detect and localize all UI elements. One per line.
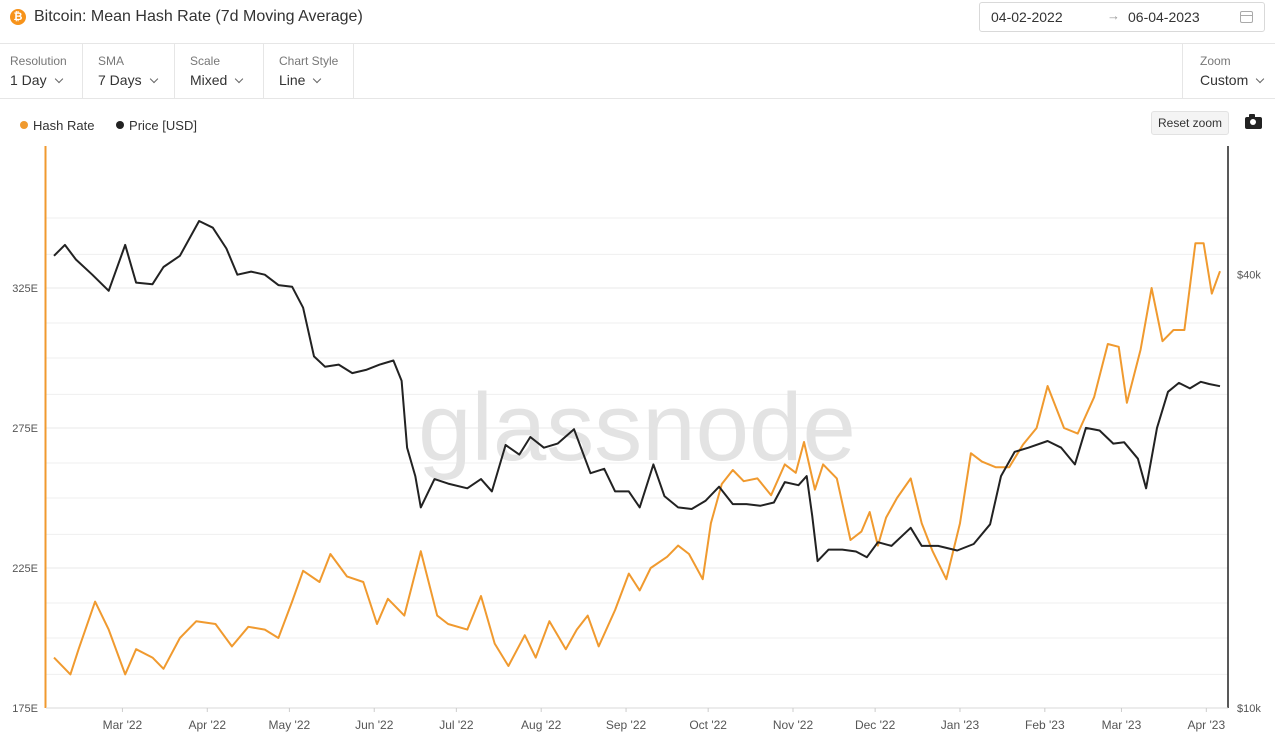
reset-zoom-button[interactable]: Reset zoom	[1151, 111, 1229, 135]
zoom-dropdown[interactable]: Zoom Custom	[1182, 44, 1275, 99]
calendar-icon[interactable]	[1240, 11, 1253, 23]
sma-dropdown[interactable]: SMA 7 Days	[88, 44, 175, 99]
chevron-down-icon	[54, 74, 63, 84]
y-right-tick-label: $10k	[1237, 703, 1261, 715]
sma-label: SMA	[98, 54, 125, 68]
chart-area[interactable]: glassnode 175E 225E 275E 325E $10k $40k Mar '…	[0, 140, 1275, 743]
page-title: Bitcoin: Mean Hash Rate (7d Moving Avera…	[34, 8, 363, 25]
date-start-input[interactable]: 04-02-2022	[991, 9, 1063, 25]
chart-style-dropdown[interactable]: Chart Style Line	[269, 44, 354, 99]
chevron-down-icon	[235, 74, 244, 84]
chevron-down-icon	[1255, 74, 1265, 84]
x-tick-label: Apr '22	[188, 718, 226, 732]
x-tick-label: Jan '23	[941, 718, 980, 732]
scale-dropdown[interactable]: Scale Mixed	[180, 44, 264, 99]
legend-dot-hash-rate	[20, 121, 28, 129]
y-left-tick-label: 325E	[12, 283, 38, 295]
scale-value[interactable]: Mixed	[190, 72, 244, 88]
sma-value[interactable]: 7 Days	[98, 72, 158, 88]
date-range-picker[interactable]: 04-02-2022 → 06-04-2023	[979, 2, 1265, 32]
date-end-input[interactable]: 06-04-2023	[1128, 9, 1200, 25]
series-line-price	[53, 220, 1221, 563]
y-left-tick-label: 225E	[12, 563, 38, 575]
y-left-tick-label: 275E	[12, 423, 38, 435]
arrow-right-icon: →	[1107, 8, 1120, 23]
axes	[44, 146, 1229, 709]
zoom-value[interactable]: Custom	[1200, 72, 1265, 88]
legend-item-price[interactable]: Price [USD]	[116, 118, 197, 133]
x-tick-label: Dec '22	[855, 718, 896, 732]
x-tick-labels: Mar '22 Apr '22 May '22 Jun '22 Jul '22 Aug '…	[103, 708, 1225, 732]
y-left-tick-label: 175E	[12, 703, 38, 715]
x-tick-label: Apr '23	[1187, 718, 1225, 732]
series-lines	[53, 220, 1221, 676]
y-right-tick-label: $40k	[1237, 270, 1261, 282]
chevron-down-icon	[149, 74, 158, 84]
resolution-dropdown[interactable]: Resolution 1 Day	[0, 44, 83, 99]
chart-style-label: Chart Style	[279, 54, 339, 68]
watermark: glassnode	[418, 374, 856, 481]
legend-dot-price	[116, 121, 125, 129]
chart-header: ₿ Bitcoin: Mean Hash Rate (7d Moving Ave…	[0, 0, 1275, 44]
x-tick-label: Mar '22	[103, 718, 143, 732]
resolution-value[interactable]: 1 Day	[10, 72, 63, 88]
chart-style-value[interactable]: Line	[279, 72, 322, 88]
x-tick-label: Nov '22	[773, 718, 814, 732]
x-tick-label: Mar '23	[1102, 718, 1142, 732]
legend-label-hash-rate: Hash Rate	[33, 118, 95, 133]
x-tick-label: May '22	[269, 718, 311, 732]
chart-controls: Resolution 1 Day SMA 7 Days Scale Mixed …	[0, 44, 1275, 99]
zoom-label: Zoom	[1200, 54, 1231, 68]
x-tick-label: Sep '22	[606, 718, 647, 732]
legend-item-hash-rate[interactable]: Hash Rate	[20, 118, 94, 133]
y-tick-labels: 175E 225E 275E 325E $10k $40k	[12, 270, 1261, 715]
x-tick-label: Jul '22	[439, 718, 474, 732]
chevron-down-icon	[313, 74, 322, 84]
chart-legend: Hash Rate Price [USD]	[20, 118, 215, 133]
resolution-label: Resolution	[10, 54, 67, 68]
bitcoin-icon: ₿	[10, 9, 26, 25]
scale-label: Scale	[190, 54, 221, 68]
x-tick-label: Jun '22	[355, 718, 394, 732]
x-tick-label: Oct '22	[689, 718, 727, 732]
x-tick-label: Feb '23	[1025, 718, 1065, 732]
x-tick-label: Aug '22	[521, 718, 562, 732]
camera-icon[interactable]	[1245, 114, 1262, 129]
legend-label-price: Price [USD]	[129, 118, 197, 133]
series-line-hash-rate	[53, 242, 1221, 676]
